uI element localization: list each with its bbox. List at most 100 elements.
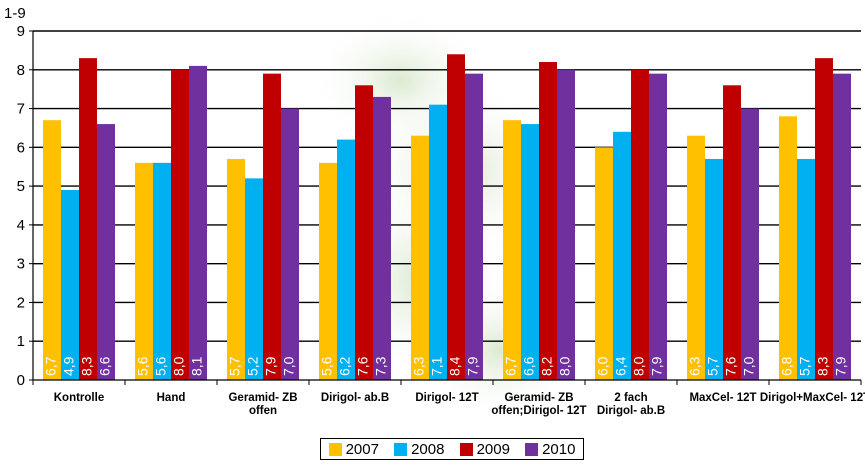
data-label: 6,6	[97, 356, 113, 376]
x-tick-label: Geramid- ZB offen	[228, 392, 297, 417]
y-tick-label: 4	[17, 217, 25, 234]
bar-2009	[355, 85, 373, 381]
bar-2007	[411, 135, 429, 380]
legend-item-2010: 2010	[525, 441, 575, 458]
data-label: 7,3	[373, 356, 389, 376]
data-label: 6,4	[613, 356, 629, 376]
data-label: 6,8	[779, 356, 795, 376]
x-tick-label: Dirigol- ab.B	[321, 392, 389, 404]
legend-swatch	[525, 442, 539, 456]
legend-item-2009: 2009	[459, 440, 510, 458]
data-label: 6,2	[337, 356, 353, 376]
data-label: 5,7	[797, 356, 813, 376]
y-tick-label: 1	[17, 333, 25, 350]
bar-2008	[245, 178, 263, 380]
data-label: 6,7	[503, 356, 519, 376]
data-label: 4,9	[61, 356, 77, 376]
legend-label: 2009	[476, 440, 510, 458]
bar-2008	[337, 139, 355, 380]
bar-2010	[465, 73, 483, 381]
legend-item-2008: 2008	[394, 441, 444, 458]
bar-2010	[189, 65, 207, 381]
data-label: 5,7	[705, 356, 721, 376]
data-label: 6,3	[411, 356, 427, 376]
data-label: 5,6	[319, 356, 335, 376]
bar-2009	[447, 54, 465, 381]
bar-2007	[43, 120, 61, 380]
data-label: 5,7	[227, 356, 243, 376]
bar-2010	[741, 108, 759, 381]
x-tick-label: Geramid- ZB offen;Dirigol- 12T	[491, 392, 586, 417]
bar-2007	[503, 120, 521, 380]
bar-2007	[135, 162, 153, 380]
data-label: 6,0	[595, 356, 611, 376]
bar-2010	[281, 108, 299, 381]
bar-2009	[815, 58, 833, 381]
y-tick-label: 3	[17, 256, 25, 273]
bar-2009	[79, 58, 97, 381]
legend-swatch	[328, 442, 342, 456]
data-label: 6,3	[687, 356, 703, 376]
bar-2008	[521, 124, 539, 380]
y-axis-title: 1-9	[4, 5, 26, 22]
bar-2008	[797, 158, 815, 380]
data-label: 5,6	[153, 356, 169, 376]
data-label: 8,1	[189, 356, 205, 376]
data-label: 7,6	[723, 356, 739, 376]
bar-2008	[613, 131, 631, 380]
data-label: 6,6	[521, 356, 537, 376]
data-label: 8,3	[815, 356, 831, 376]
data-label: 6,7	[43, 356, 59, 376]
x-tick-label: Dirigol+MaxCel- 12T	[760, 392, 865, 404]
y-tick-label: 7	[17, 101, 25, 118]
legend-swatch	[459, 442, 473, 456]
bar-2007	[319, 162, 337, 380]
data-label: 8,0	[557, 356, 573, 376]
bar-2010	[373, 96, 391, 380]
data-label: 7,0	[281, 356, 297, 376]
data-label: 5,2	[245, 356, 261, 376]
data-label: 8,3	[79, 356, 95, 376]
x-tick-label: Kontrolle	[54, 392, 104, 404]
bar-2010	[833, 73, 851, 381]
legend: 2007 2008 2009 2010	[320, 438, 584, 460]
y-tick-label: 0	[17, 372, 25, 389]
y-tick-label: 6	[17, 139, 25, 156]
data-label: 8,4	[447, 356, 463, 376]
y-tick-label: 9	[17, 23, 25, 40]
x-tick-label: Dirigol- 12T	[415, 392, 478, 404]
bar-2007	[779, 116, 797, 381]
bar-2009	[631, 69, 649, 381]
x-tick-label: MaxCel- 12T	[689, 392, 756, 404]
data-label: 7,9	[649, 356, 665, 376]
data-label: 7,6	[355, 356, 371, 376]
bar-2008	[705, 158, 723, 380]
data-label: 7,9	[465, 356, 481, 376]
data-label: 5,6	[135, 356, 151, 376]
data-label: 7,9	[833, 356, 849, 376]
legend-item-2007: 2007	[328, 440, 379, 458]
bar-2007	[687, 135, 705, 380]
y-tick-label: 8	[17, 62, 25, 79]
bar-2009	[171, 69, 189, 381]
x-tick-label: 2 fach Dirigol- ab.B	[597, 392, 665, 417]
bar-2009	[723, 85, 741, 381]
bar-2008	[153, 162, 171, 380]
data-label: 8,2	[539, 356, 555, 376]
legend-label: 2007	[345, 440, 379, 458]
bar-2010	[97, 124, 115, 380]
legend-swatch	[394, 442, 408, 456]
bar-2008	[429, 104, 447, 380]
bar-2009	[263, 73, 281, 381]
data-label: 7,0	[741, 356, 757, 376]
bar-2007	[227, 158, 245, 380]
data-label: 8,0	[631, 356, 647, 376]
bar-2007	[595, 147, 613, 380]
bar-2010	[649, 73, 667, 381]
bar-2010	[557, 69, 575, 381]
x-tick-label: Hand	[157, 392, 186, 404]
legend-label: 2008	[411, 440, 445, 458]
data-label: 8,0	[171, 356, 187, 376]
data-label: 7,9	[263, 356, 279, 376]
